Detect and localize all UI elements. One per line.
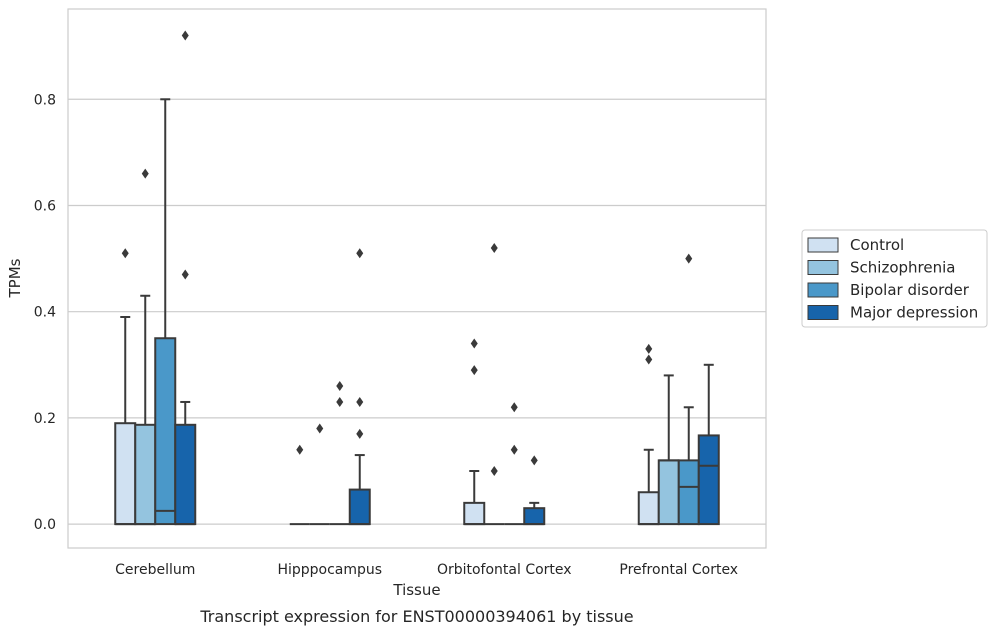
y-tick-labels: 0.0 0.2 0.4 0.6 0.8 <box>34 92 56 533</box>
box-rect <box>154 337 177 526</box>
x-tick-label: Orbitofontal Cortex <box>437 562 572 578</box>
box-group <box>523 455 546 526</box>
box-rect <box>697 434 720 526</box>
box-group <box>154 98 177 526</box>
box-group <box>114 248 137 526</box>
chart-caption: Transcript expression for ENST0000039406… <box>199 607 633 626</box>
legend-frame <box>801 229 988 328</box>
outlier-point <box>336 381 344 392</box>
box-group <box>637 343 660 526</box>
outlier-point <box>356 396 364 407</box>
legend-swatch <box>807 282 839 298</box>
y-tick-label: 0.0 <box>34 517 56 533</box>
box-group <box>677 253 700 526</box>
box-group <box>329 381 350 526</box>
box-rect <box>114 422 137 526</box>
x-tick-label: Prefrontal Cortex <box>619 562 738 578</box>
box-rect <box>134 423 157 526</box>
box-group <box>504 402 525 526</box>
legend-label: Bipolar disorder <box>850 281 970 299</box>
outlier-point <box>490 242 498 253</box>
box-group <box>309 423 330 526</box>
y-tick-label: 0.4 <box>34 305 56 321</box>
x-tick-label: Cerebellum <box>115 562 195 578</box>
box-rect <box>657 459 680 526</box>
box-group <box>174 30 197 526</box>
x-tick-labels: Cerebellum Hipppocampus Orbitofontal Corte… <box>115 562 738 578</box>
legend-swatch <box>807 305 839 320</box>
outlier-point <box>121 248 129 259</box>
legend-label: Schizophrenia <box>850 259 955 277</box>
box-group <box>463 338 486 526</box>
outlier-point <box>490 466 498 476</box>
outlier-point <box>356 428 364 439</box>
box-group <box>348 248 371 526</box>
box-group <box>134 168 157 526</box>
y-axis-label: TPMs <box>6 258 24 298</box>
box-rect <box>174 423 197 526</box>
legend: Control Schizophrenia Bipolar disorder Majo… <box>801 229 988 328</box>
outlier-point <box>181 269 189 280</box>
outlier-point <box>336 396 344 407</box>
outlier-point <box>685 253 693 264</box>
plot-frame <box>67 8 767 549</box>
box-rect <box>677 459 700 526</box>
y-tick-label: 0.6 <box>34 198 56 214</box>
outlier-point <box>530 455 538 466</box>
box-rect <box>348 488 371 526</box>
outlier-point <box>141 168 149 179</box>
box-rect <box>637 491 660 526</box>
outlier-point <box>316 423 324 434</box>
y-tick-label: 0.2 <box>34 411 56 427</box>
outlier-point <box>645 354 653 365</box>
box-series <box>114 30 720 526</box>
legend-label: Major depression <box>850 304 978 322</box>
box-rect <box>463 501 486 526</box>
outlier-point <box>181 30 189 41</box>
legend-swatch <box>807 260 839 275</box>
outlier-point <box>645 343 653 354</box>
outlier-point <box>470 365 478 376</box>
outlier-point <box>470 338 478 349</box>
box-group <box>289 444 310 526</box>
box-group <box>697 363 720 526</box>
box-group <box>657 374 680 526</box>
x-tick-label: Hipppocampus <box>277 562 382 578</box>
outlier-point <box>356 248 364 259</box>
outlier-point <box>510 402 518 413</box>
legend-swatch <box>807 237 839 253</box>
outlier-point <box>510 444 518 455</box>
box-group <box>484 242 505 526</box>
y-tick-label: 0.8 <box>34 92 56 108</box>
x-axis-label: Tissue <box>392 581 440 599</box>
box-rect <box>523 507 546 526</box>
outlier-point <box>296 444 304 455</box>
legend-label: Control <box>850 236 904 254</box>
